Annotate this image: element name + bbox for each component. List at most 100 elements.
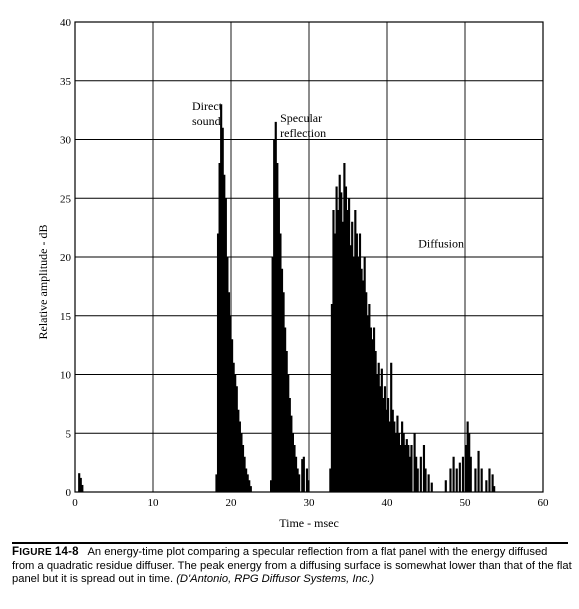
amplitude-spike: [305, 468, 309, 492]
caption-credit: (D'Antonio, RPG Diffusor Systems, Inc.): [176, 573, 375, 585]
amplitude-spike: [273, 139, 276, 492]
caption-rule: [12, 542, 568, 544]
plot-frame: [74, 21, 544, 493]
amplitude-spike: [383, 386, 387, 492]
amplitude-spike: [79, 477, 82, 492]
x-axis-title: Time - msec: [279, 516, 339, 530]
amplitude-spike: [477, 450, 480, 492]
amplitude-spike: [355, 233, 358, 492]
amplitude-spike: [290, 415, 293, 492]
amplitude-spike: [363, 257, 366, 492]
amplitude-spike: [344, 186, 348, 492]
annotation-line: reflection: [280, 126, 326, 140]
grid: [74, 21, 544, 493]
amplitude-spike: [468, 433, 471, 492]
y-tick-label: 40: [60, 17, 72, 29]
amplitude-spike: [452, 456, 455, 492]
amplitude-spike: [449, 468, 452, 492]
annotation-line: Diffusion: [418, 237, 464, 251]
y-tick-label: 35: [60, 76, 72, 88]
x-tick-label: 20: [226, 497, 238, 509]
amplitude-spike: [397, 433, 401, 492]
amplitude-spike: [231, 339, 234, 492]
amplitude-spike: [220, 104, 223, 492]
y-tick-label: 0: [66, 487, 72, 499]
amplitude-spike: [362, 280, 365, 492]
amplitude-spike: [382, 398, 385, 492]
x-tick-label: 40: [382, 497, 394, 509]
amplitude-spike: [366, 315, 369, 492]
amplitude-spike: [238, 421, 241, 492]
amplitude-spike: [332, 210, 335, 492]
amplitude-spike: [391, 409, 394, 492]
amplitude-spike: [390, 362, 393, 492]
amplitude-spike: [404, 445, 407, 492]
figure-number: 14-8: [54, 546, 79, 558]
amplitude-spike: [480, 468, 483, 492]
annotations: Direct sound Specular reflection Diffusion: [192, 99, 464, 250]
x-tick-label: 0: [72, 497, 78, 509]
amplitude-spike: [277, 198, 280, 492]
annotation-direct: Direct sound: [192, 99, 223, 128]
amplitude-spike: [444, 480, 447, 492]
amplitude-spike: [393, 421, 396, 492]
amplitude-spike: [307, 480, 310, 492]
amplitude-spike: [402, 433, 405, 492]
y-tick-label: 20: [60, 252, 72, 264]
x-axis-tick-labels: 0 10 20 30 40 50 60: [72, 497, 549, 509]
amplitude-spike: [387, 398, 390, 492]
amplitude-spike: [343, 163, 346, 492]
amplitude-spike: [302, 456, 305, 492]
amplitude-spike: [351, 221, 354, 492]
amplitude-spike: [274, 121, 277, 492]
amplitude-spike: [280, 268, 284, 492]
amplitude-spike: [291, 433, 294, 492]
amplitude-spike: [372, 327, 376, 492]
amplitude-spike: [491, 474, 494, 492]
amplitude-spike: [385, 409, 388, 492]
amplitude-spike: [330, 304, 333, 492]
amplitude-spike: [293, 445, 296, 492]
amplitude-spike: [365, 292, 368, 492]
amplitude-spike: [349, 245, 352, 492]
amplitude-spike: [270, 480, 273, 492]
amplitude-spike: [379, 386, 382, 492]
amplitude-spike: [424, 468, 427, 492]
amplitude-spike: [474, 468, 477, 492]
amplitude-spike: [422, 445, 426, 492]
amplitude-spike: [223, 174, 226, 492]
amplitude-spike: [271, 257, 274, 492]
amplitude-spike: [455, 468, 458, 492]
amplitude-spike: [287, 374, 290, 492]
amplitude-spike: [329, 468, 332, 492]
amplitude-spike: [333, 233, 337, 492]
amplitude-spike: [341, 221, 344, 492]
amplitude-spike: [360, 268, 363, 492]
amplitude-spike: [352, 257, 355, 492]
x-tick-label: 60: [538, 497, 550, 509]
amplitude-spike: [377, 362, 380, 492]
y-tick-label: 30: [60, 135, 72, 147]
figure-caption: FIGURE 14-8 An energy-time plot comparin…: [12, 546, 572, 587]
amplitude-spike: [396, 415, 399, 492]
amplitude-spike: [354, 210, 357, 492]
amplitude-spike: [243, 456, 246, 492]
amplitude-spike: [282, 292, 285, 492]
amplitude-spike: [357, 257, 360, 492]
amplitude-spike: [241, 445, 245, 492]
amplitude-spike: [276, 163, 279, 492]
amplitude-spike: [430, 482, 433, 492]
amplitude-spike: [408, 456, 411, 492]
amplitude-spike: [346, 210, 349, 492]
amplitude-spike: [376, 374, 379, 492]
amplitude-spike: [399, 445, 402, 492]
amplitude-spike: [371, 339, 374, 492]
amplitude-spikes: [78, 104, 496, 492]
amplitude-spike: [237, 409, 240, 492]
amplitude-spike: [419, 456, 422, 492]
amplitude-spike: [380, 368, 383, 492]
amplitude-spike: [218, 163, 221, 492]
amplitude-spike: [340, 192, 343, 492]
amplitude-spike: [249, 486, 252, 492]
amplitude-spike: [368, 304, 371, 492]
